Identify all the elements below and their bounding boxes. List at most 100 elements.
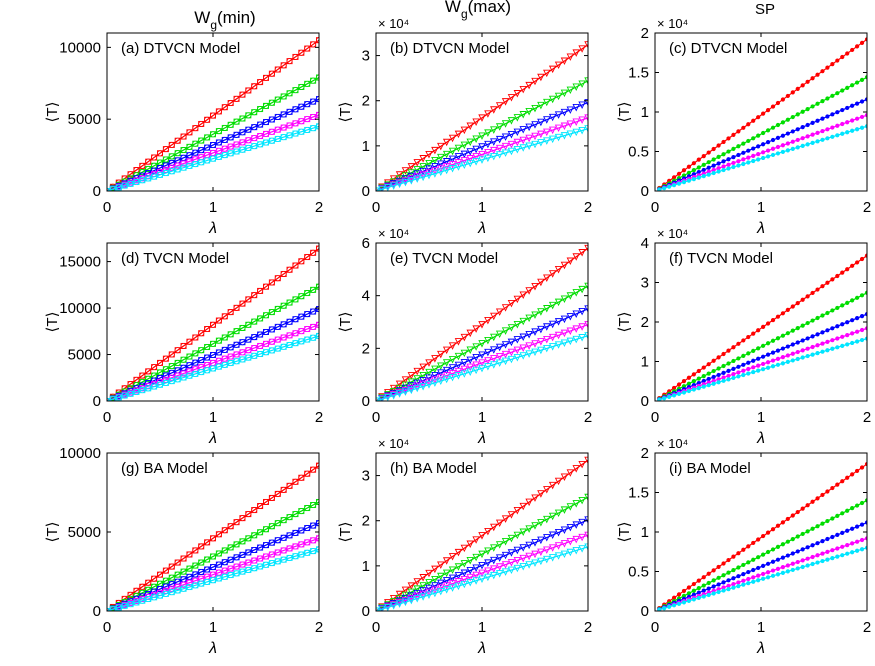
data-point <box>761 552 766 557</box>
data-point <box>765 575 771 580</box>
data-point <box>780 311 786 316</box>
data-point <box>186 152 193 159</box>
data-point <box>780 361 786 366</box>
data-point <box>671 393 677 398</box>
series-line-5 <box>107 125 319 191</box>
data-point <box>790 114 795 120</box>
data-point <box>401 598 410 607</box>
data-point <box>245 336 252 343</box>
data-point <box>425 591 433 599</box>
x-axis-label: λ <box>208 640 217 657</box>
data-point <box>756 368 761 373</box>
data-point <box>721 152 726 157</box>
data-point <box>484 357 492 365</box>
data-point <box>507 566 516 575</box>
data-point <box>413 585 421 593</box>
data-point <box>780 120 786 125</box>
data-point <box>548 135 557 144</box>
data-point <box>810 543 815 548</box>
data-point <box>721 585 726 590</box>
data-point <box>460 141 469 150</box>
data-point <box>395 390 404 398</box>
data-point <box>292 106 299 113</box>
data-point <box>419 593 427 601</box>
data-point <box>525 123 533 132</box>
data-point <box>519 291 527 299</box>
data-point <box>227 143 234 150</box>
data-point <box>731 358 736 364</box>
data-point <box>513 507 522 515</box>
data-point <box>186 368 193 375</box>
data-point <box>221 346 228 353</box>
data-point <box>507 324 516 332</box>
data-point <box>746 560 751 565</box>
data-point <box>790 561 795 566</box>
data-point <box>437 579 445 588</box>
data-point <box>756 537 761 542</box>
data-point <box>584 456 588 465</box>
data-point <box>162 590 169 597</box>
data-point <box>519 544 527 552</box>
data-point <box>274 96 281 103</box>
data-point <box>770 568 776 573</box>
data-point <box>746 544 751 549</box>
data-point <box>800 297 805 302</box>
data-point <box>268 539 275 546</box>
series-group <box>376 41 588 191</box>
data-point <box>239 300 246 307</box>
data-point <box>466 363 474 372</box>
data-point <box>825 557 830 562</box>
data-point <box>850 340 855 346</box>
data-point <box>215 531 222 538</box>
data-point <box>407 596 416 605</box>
data-point <box>454 582 463 591</box>
data-point <box>765 154 771 159</box>
data-point <box>696 595 701 601</box>
y-tick-label: 5000 <box>68 111 101 128</box>
data-point <box>746 334 751 340</box>
data-point <box>572 521 580 529</box>
data-point <box>407 372 416 380</box>
data-point <box>741 547 746 552</box>
data-point <box>466 159 474 168</box>
y-tick-label: 1 <box>641 524 649 541</box>
data-point <box>304 326 311 333</box>
data-point <box>746 581 751 586</box>
data-point <box>274 126 281 133</box>
y-tick-label: 0.5 <box>628 564 649 581</box>
data-point <box>472 553 480 562</box>
data-point <box>151 588 158 595</box>
data-point <box>425 381 433 389</box>
data-point <box>578 334 586 342</box>
data-point <box>785 553 790 558</box>
data-point <box>751 146 756 151</box>
x-tick-label: 1 <box>757 199 765 216</box>
data-point <box>186 579 193 586</box>
data-point <box>460 569 469 578</box>
data-point <box>501 327 510 335</box>
data-point <box>221 567 228 574</box>
data-point <box>711 368 716 374</box>
y-tick-label: 2 <box>641 25 649 42</box>
data-point <box>268 326 275 333</box>
data-point <box>736 152 741 158</box>
data-point <box>310 98 317 105</box>
data-point <box>298 474 305 481</box>
data-point <box>145 586 152 593</box>
data-point <box>156 586 163 593</box>
data-point <box>257 529 264 536</box>
data-point <box>859 256 865 262</box>
data-point <box>472 564 480 572</box>
data-point <box>859 99 865 104</box>
data-point <box>864 75 867 80</box>
y-exponent-label: × 10⁴ <box>378 226 409 241</box>
data-point <box>721 139 726 145</box>
data-point <box>537 278 545 287</box>
data-point <box>711 381 716 386</box>
data-point <box>731 146 736 152</box>
data-point <box>855 101 860 106</box>
y-axis-label: ⟨T⟩ <box>616 102 633 123</box>
data-point <box>780 333 786 338</box>
y-axis-label: ⟨T⟩ <box>616 312 633 333</box>
data-point <box>251 143 258 150</box>
